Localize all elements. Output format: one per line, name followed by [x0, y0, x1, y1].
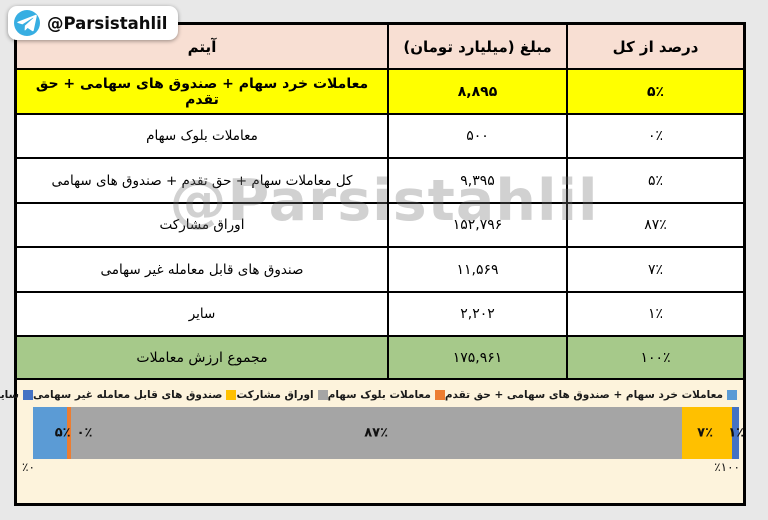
row-item-label: معاملات خرد سهام + صندوق های سهامی + حق … — [35, 75, 369, 108]
table-row: اوراق مشارکت ۱۵۲,۷۹۶ ۸۷٪ — [17, 204, 743, 248]
row-amount: ۲,۲۰۲ — [387, 293, 568, 335]
bar-segment-block-saham — [66, 407, 71, 459]
stacked-bar-chart: معاملات خرد سهام + صندوق های سهامی + حق … — [0, 380, 744, 503]
chart-legend: معاملات خرد سهام + صندوق های سهامی + حق … — [0, 380, 743, 404]
total-percent: ۱۰۰٪ — [640, 349, 671, 366]
bar-segment-khord-saham — [33, 407, 67, 459]
row-item-label: کل معاملات سهام + حق تقدم + صندوق های سه… — [51, 172, 353, 189]
legend-swatch-icon — [226, 390, 237, 400]
row-percent: ۵٪ — [646, 83, 665, 100]
legend-label: معاملات بلوک سهام — [327, 389, 431, 401]
bar-data-label: ۵٪ — [54, 425, 71, 441]
legend-swatch-icon — [317, 390, 328, 400]
table-total-row: مجموع ارزش معاملات ۱۷۵,۹۶۱ ۱۰۰٪ — [17, 337, 743, 380]
row-item-label: صندوق های قابل معامله غیر سهامی — [100, 261, 304, 278]
row-amount: ۹,۳۹۵ — [387, 159, 568, 202]
report-frame: آیتم مبلغ (میلیارد تومان) درصد از کل معا… — [0, 22, 746, 506]
total-amount: ۱۷۵,۹۶۱ — [387, 337, 568, 378]
header-item-column: آیتم — [187, 37, 217, 56]
axis-max-label: ٪۱۰۰ — [714, 460, 740, 474]
table-row: معاملات خرد سهام + صندوق های سهامی + حق … — [17, 70, 743, 115]
legend-swatch-icon — [22, 390, 33, 400]
row-amount: ۸,۸۹۵ — [387, 70, 568, 113]
row-percent: ۸۷٪ — [644, 217, 667, 233]
bar-data-label: ۱٪ — [728, 425, 745, 441]
row-percent: ۰٪ — [647, 128, 664, 144]
header-percent-column: درصد از کل — [612, 37, 699, 56]
table-row: صندوق های قابل معامله غیر سهامی ۱۱,۵۶۹ ۷… — [17, 248, 743, 293]
row-item-label: اوراق مشارکت — [159, 217, 245, 233]
chart-x-axis: ٪۰ ٪۱۰۰ — [17, 459, 743, 479]
row-amount: ۱۱,۵۶۹ — [387, 248, 568, 291]
row-percent: ۱٪ — [647, 306, 664, 322]
legend-item: معاملات خرد سهام + صندوق های سهامی + حق … — [445, 389, 737, 401]
bar-data-label: ۸۷٪ — [364, 425, 389, 441]
row-percent: ۷٪ — [647, 261, 664, 278]
stacked-bar: ۵٪ ۰٪ ۸۷٪ ۷٪ ۱٪ — [33, 407, 744, 459]
legend-label: معاملات خرد سهام + صندوق های سهامی + حق … — [444, 389, 723, 401]
legend-item: سایر — [0, 389, 33, 401]
legend-item: صندوق های قابل معامله غیر سهامی — [33, 389, 237, 401]
bar-data-label: ۰٪ — [76, 425, 93, 441]
row-item-label: معاملات بلوک سهام — [146, 128, 258, 144]
table-row: معاملات بلوک سهام ۵۰۰ ۰٪ — [17, 115, 743, 159]
row-percent: ۵٪ — [647, 172, 664, 189]
bar-data-label: ۷٪ — [697, 425, 714, 441]
telegram-channel-badge: @Parsistahlil — [8, 6, 179, 40]
header-amount-column: مبلغ (میلیارد تومان) — [387, 25, 568, 68]
legend-label: اوراق مشارکت — [236, 389, 314, 401]
legend-label: سایر — [0, 389, 19, 401]
bar-segment-sayer — [731, 407, 739, 459]
axis-min-label: ٪۰ — [22, 460, 35, 474]
bar-segment-oragh-mosharekat — [70, 407, 682, 459]
table-row: سایر ۲,۲۰۲ ۱٪ — [17, 293, 743, 337]
bar-segment-etf-gheyr-sahami — [681, 407, 732, 459]
telegram-icon — [14, 10, 40, 36]
row-amount: ۱۵۲,۷۹۶ — [387, 204, 568, 246]
total-label: مجموع ارزش معاملات — [136, 349, 268, 366]
legend-item: اوراق مشارکت — [236, 389, 328, 401]
legend-label: صندوق های قابل معامله غیر سهامی — [32, 389, 223, 401]
legend-swatch-icon — [434, 390, 445, 400]
row-item-label: سایر — [188, 306, 216, 322]
table-row: کل معاملات سهام + حق تقدم + صندوق های سه… — [17, 159, 743, 204]
legend-item: معاملات بلوک سهام — [328, 389, 445, 401]
row-amount: ۵۰۰ — [387, 115, 568, 157]
legend-swatch-icon — [727, 390, 737, 400]
channel-name-label: @Parsistahlil — [47, 13, 168, 33]
